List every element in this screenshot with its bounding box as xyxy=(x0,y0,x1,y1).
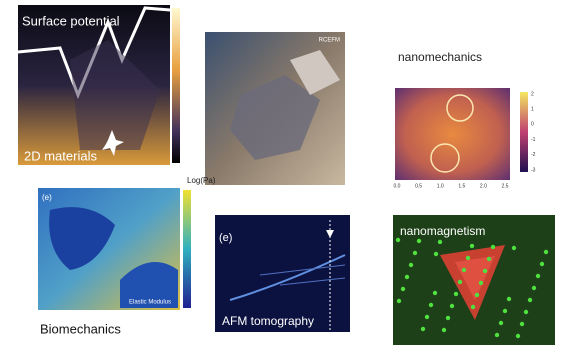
colorbar xyxy=(172,8,180,163)
colorbar xyxy=(520,92,528,172)
dot xyxy=(413,251,417,255)
biomechanics-panel: Log(Pa) (e) Elastic Modulus Biomechanics xyxy=(38,176,216,336)
dot xyxy=(520,322,524,326)
dot xyxy=(528,298,532,302)
colorbar-label: Log(Pa) xyxy=(187,176,216,185)
dot xyxy=(524,310,528,314)
dot xyxy=(479,281,483,285)
dot xyxy=(450,304,454,308)
dot xyxy=(446,316,450,320)
panel-letter: (e) xyxy=(219,232,232,244)
afm-image xyxy=(395,88,510,180)
dot xyxy=(512,246,516,250)
x-tick-label: 1.5 xyxy=(458,183,465,189)
colorbar-tick-label: 2 xyxy=(531,91,534,97)
dot xyxy=(429,303,433,307)
colorbar-tick-label: -3 xyxy=(531,167,536,173)
x-ticks: 0.0 0.5 1.0 1.5 2.0 2.5 xyxy=(394,183,509,189)
dot xyxy=(544,250,548,254)
dot xyxy=(536,274,540,278)
x-tick-label: 2.0 xyxy=(480,183,487,189)
dot xyxy=(532,286,536,290)
colorbar-tick-label: 1 xyxy=(531,107,534,113)
panel-label: Surface potential xyxy=(22,13,120,28)
dot xyxy=(462,268,466,272)
inset-label: Elastic Modulus xyxy=(129,300,171,306)
dot xyxy=(397,299,401,303)
dot xyxy=(495,333,499,337)
x-tick-label: 2.5 xyxy=(502,183,509,189)
panel-letter: (e) xyxy=(42,193,52,202)
dot xyxy=(458,280,462,284)
dot xyxy=(507,297,511,301)
dot xyxy=(475,293,479,297)
dot xyxy=(499,321,503,325)
dot xyxy=(454,292,458,296)
colorbar-tick-label: -1 xyxy=(531,137,536,143)
dot xyxy=(409,263,413,267)
tomography-panel: (e) AFM tomography xyxy=(215,215,350,332)
dot xyxy=(466,256,470,260)
dot xyxy=(487,257,491,261)
nanomagnetism-panel: nanomagnetism xyxy=(393,215,555,345)
rcefm-panel: RCEFM xyxy=(205,32,345,185)
dot xyxy=(516,334,520,338)
x-tick-label: 0.0 xyxy=(394,183,401,189)
dot xyxy=(483,269,487,273)
dot xyxy=(540,262,544,266)
colorbar-tick-label: -2 xyxy=(531,152,536,158)
dot xyxy=(471,305,475,309)
x-tick-label: 0.5 xyxy=(415,183,422,189)
dot xyxy=(433,291,437,295)
panel-label: Biomechanics xyxy=(40,321,121,336)
panel-label: nanomechanics xyxy=(398,50,482,64)
panel-label: AFM tomography xyxy=(222,314,314,328)
nanomechanics-panel: nanomechanics 0.0 0.5 1.0 1.5 2.0 2.5 2 1 0 -1 -2… xyxy=(394,50,536,189)
dot xyxy=(470,244,474,248)
colorbar-ticks: 2 1 0 -1 -2 -3 xyxy=(531,91,536,173)
dot xyxy=(491,245,495,249)
dot xyxy=(438,240,442,244)
dot xyxy=(503,309,507,313)
dot xyxy=(421,327,425,331)
dot xyxy=(417,239,421,243)
dot xyxy=(425,315,429,319)
dot xyxy=(442,328,446,332)
collage: Surface potential 2D materials RCEFM nan… xyxy=(0,0,566,354)
panel-caption: 2D materials xyxy=(24,148,97,163)
dot xyxy=(405,275,409,279)
surface-potential-panel: Surface potential 2D materials xyxy=(18,5,180,165)
panel-label: nanomagnetism xyxy=(400,224,485,238)
dot xyxy=(396,238,400,242)
colorbar xyxy=(183,190,191,308)
colorbar-tick-label: 0 xyxy=(531,122,534,128)
x-tick-label: 1.0 xyxy=(437,183,444,189)
dot xyxy=(434,252,438,256)
dot xyxy=(401,287,405,291)
panel-label: RCEFM xyxy=(319,38,340,44)
